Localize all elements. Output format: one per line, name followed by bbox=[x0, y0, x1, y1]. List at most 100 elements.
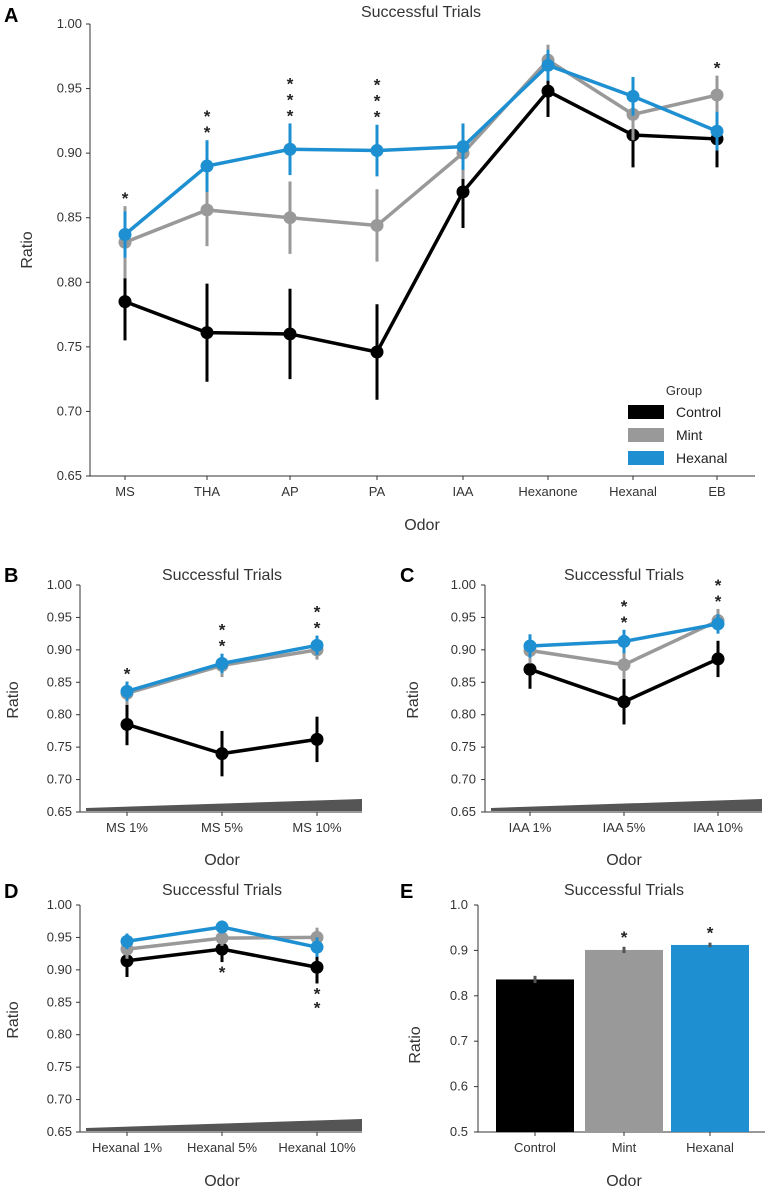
y-tick-label: 0.70 bbox=[451, 772, 476, 787]
point-control bbox=[523, 662, 537, 676]
panel-letter: B bbox=[4, 565, 18, 587]
y-tick-label: 0.90 bbox=[47, 962, 72, 977]
significance-star: * bbox=[219, 963, 226, 982]
chart-title: Successful Trials bbox=[162, 567, 282, 584]
significance-star: * bbox=[122, 189, 129, 208]
y-tick-label: 0.8 bbox=[450, 988, 468, 1003]
y-tick-label: 0.9 bbox=[450, 942, 468, 957]
point-control bbox=[215, 942, 229, 956]
legend-label-mint: Mint bbox=[676, 427, 703, 443]
y-axis-label: Ratio bbox=[5, 1001, 22, 1038]
y-tick-label: 0.90 bbox=[47, 642, 72, 657]
significance-marks: **** bbox=[621, 576, 722, 632]
concentration-wedge-shape bbox=[86, 1119, 362, 1131]
significance-star: * bbox=[714, 59, 721, 78]
bar-hexanal bbox=[671, 944, 749, 1132]
series-line-control bbox=[124, 88, 718, 355]
legend: Group Control Mint Hexanal bbox=[628, 383, 727, 466]
panel-a: A Successful Trials Odor Ratio 0.650.700… bbox=[4, 4, 755, 534]
y-tick-label: 0.70 bbox=[47, 772, 72, 787]
y-tick-label: 0.80 bbox=[47, 1027, 72, 1042]
point-hexanal bbox=[215, 656, 229, 670]
y-tick-label: 0.85 bbox=[47, 674, 72, 689]
significance-star: * bbox=[314, 603, 321, 622]
y-tick-label: 0.65 bbox=[451, 804, 476, 819]
legend-swatch-mint bbox=[628, 428, 664, 442]
x-tick-label-ms-1: MS 1% bbox=[106, 820, 148, 835]
point-control bbox=[215, 747, 229, 761]
point-hexanal bbox=[617, 634, 631, 648]
series-line-hexanal bbox=[123, 63, 718, 236]
significance-star: * bbox=[204, 123, 211, 142]
point-hexanal bbox=[310, 638, 324, 652]
y-tick-label: 0.75 bbox=[57, 339, 82, 354]
y-axis-label: Ratio bbox=[19, 231, 36, 268]
y-tick-label: 0.80 bbox=[57, 274, 82, 289]
panel-e: E Successful Trials Odor Ratio 0.5 0.6 0.7… bbox=[400, 881, 765, 1190]
y-tick-label: 0.6 bbox=[450, 1079, 468, 1094]
chart-title: Successful Trials bbox=[564, 567, 684, 584]
y-axis-label: Ratio bbox=[405, 681, 422, 718]
y-tick-label: 0.90 bbox=[57, 145, 82, 160]
x-axis-label: Odor bbox=[404, 517, 440, 534]
x-tick-label-iaa-10: IAA 10% bbox=[693, 820, 743, 835]
point-mint bbox=[215, 931, 229, 945]
chart-title: Successful Trials bbox=[361, 4, 481, 21]
axes: 0.65 0.70 0.75 0.80 0.85 0.90 0.95 1.00 IAA 1% IA… bbox=[451, 577, 762, 835]
point-mint bbox=[617, 658, 631, 672]
axes: 0.65 0.70 0.75 0.80 0.85 0.90 0.95 1.00 MS 1% MS … bbox=[47, 577, 362, 835]
y-tick-label: 0.95 bbox=[47, 609, 72, 624]
concentration-wedge bbox=[491, 799, 762, 811]
y-tick-label: 1.00 bbox=[47, 577, 72, 592]
x-axis-label: Odor bbox=[204, 852, 240, 869]
x-tick-label-iaa-1: IAA 1% bbox=[509, 820, 552, 835]
point-mint bbox=[370, 218, 384, 232]
bar-mint bbox=[585, 949, 663, 1132]
y-tick-label: 0.95 bbox=[57, 81, 82, 96]
point-hexanal bbox=[310, 940, 324, 954]
significance-star: * bbox=[219, 637, 226, 656]
x-tick-label-iaa: IAA bbox=[453, 484, 474, 499]
point-control bbox=[283, 327, 297, 341]
y-tick-label: 0.65 bbox=[57, 468, 82, 483]
panel-c: C Successful Trials Odor Ratio 0.650.700… bbox=[400, 565, 762, 869]
point-control bbox=[200, 326, 214, 340]
x-tick-label-control: Control bbox=[514, 1140, 556, 1155]
y-tick-label: 0.80 bbox=[47, 707, 72, 722]
x-tick-label-hexanal-1: Hexanal 1% bbox=[92, 1140, 163, 1155]
panel-b: B Successful Trials Odor Ratio 0.650.700… bbox=[4, 565, 362, 869]
x-tick-label-ms-5: MS 5% bbox=[201, 820, 243, 835]
y-tick-label: 1.00 bbox=[47, 897, 72, 912]
y-tick-label: 0.5 bbox=[450, 1124, 468, 1139]
significance-star: * bbox=[621, 597, 628, 616]
significance-star: * bbox=[374, 92, 381, 111]
significance-star: * bbox=[204, 107, 211, 126]
x-tick-label-ap: AP bbox=[281, 484, 298, 499]
data-marks bbox=[120, 920, 324, 984]
x-tick-label-tha: THA bbox=[194, 484, 220, 499]
concentration-wedge-shape bbox=[491, 799, 762, 811]
point-hexanal bbox=[523, 639, 537, 653]
point-hexanal bbox=[456, 140, 470, 154]
point-hexanal bbox=[626, 89, 640, 103]
point-mint bbox=[200, 203, 214, 217]
point-hexanal bbox=[370, 144, 384, 158]
x-tick-label-iaa-5: IAA 5% bbox=[603, 820, 646, 835]
point-control bbox=[118, 295, 132, 309]
point-mint bbox=[283, 211, 297, 225]
panel-d: D Successful Trials Odor Ratio 0.650.700… bbox=[4, 881, 362, 1190]
y-tick-label: 0.85 bbox=[57, 210, 82, 225]
x-tick-label-eb: EB bbox=[708, 484, 725, 499]
y-tick-label: 0.80 bbox=[451, 707, 476, 722]
x-tick-label-pa: PA bbox=[369, 484, 386, 499]
axes: 0.65 0.70 0.75 0.80 0.85 0.90 0.95 1.00 Hexanal … bbox=[47, 897, 362, 1155]
y-tick-label: 0.85 bbox=[451, 674, 476, 689]
significance-star: * bbox=[715, 576, 722, 595]
legend-label-hexanal: Hexanal bbox=[676, 450, 727, 466]
y-tick-label: 0.7 bbox=[450, 1033, 468, 1048]
point-hexanal bbox=[120, 684, 134, 698]
axes: 0.65 0.70 0.75 0.80 0.85 0.90 0.95 1.00 MS THA AP P… bbox=[57, 16, 755, 499]
legend-swatch-control bbox=[628, 405, 664, 419]
significance-star: * bbox=[715, 592, 722, 611]
